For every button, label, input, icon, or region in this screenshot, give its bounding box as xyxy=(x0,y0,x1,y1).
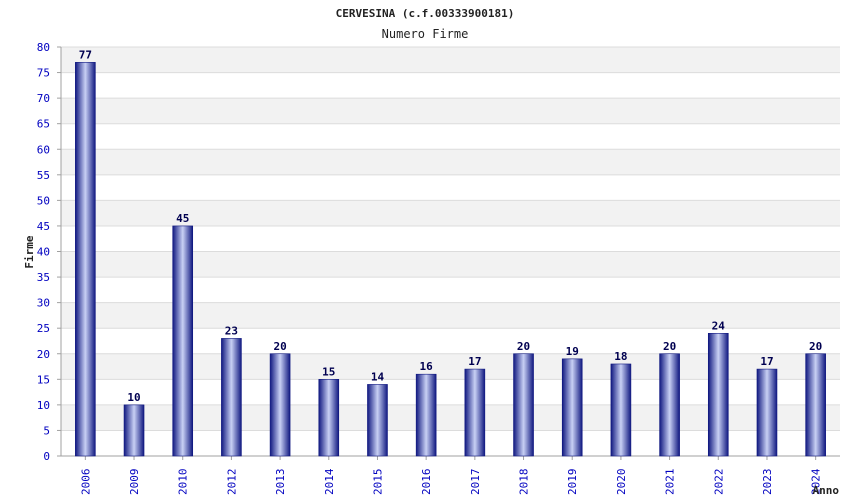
labels: 0 5 10 15 20 25 30 35 40 45 50 55 60 65 70 75 80 77 2006 10… xyxy=(37,41,823,495)
y-tick-label: 5 xyxy=(43,424,50,437)
value-label-2016: 16 xyxy=(420,360,434,373)
x-tick-label-2022: 2022 xyxy=(712,469,725,496)
value-label-2014: 15 xyxy=(322,365,335,378)
x-tick-label-2017: 2017 xyxy=(469,469,482,496)
bar-2022 xyxy=(707,332,729,457)
x-axis-label: Anno xyxy=(813,484,840,497)
value-label-2019: 19 xyxy=(566,345,579,358)
chart-subtitle: Numero Firme xyxy=(382,27,469,41)
x-tick-label-2014: 2014 xyxy=(323,468,336,495)
x-tick-label-2024: 2024 xyxy=(810,468,823,495)
x-tick-label-2018: 2018 xyxy=(518,469,531,496)
value-label-2021: 20 xyxy=(663,340,676,353)
x-tick-label-2019: 2019 xyxy=(566,469,579,496)
x-tick-label-2006: 2006 xyxy=(79,469,92,496)
y-tick-label: 0 xyxy=(43,450,50,463)
x-tick-label-2016: 2016 xyxy=(420,469,433,496)
plot-band xyxy=(61,149,840,175)
chart-title: CERVESINA (c.f.00333900181) xyxy=(336,7,515,20)
plot-band xyxy=(61,200,840,226)
value-label-2022: 24 xyxy=(712,319,726,332)
y-tick-label: 55 xyxy=(37,169,50,182)
plot-band xyxy=(61,123,840,150)
y-tick-label: 70 xyxy=(37,92,50,105)
y-tick-label: 80 xyxy=(37,41,50,54)
bar-2014 xyxy=(318,379,340,457)
value-label-2020: 18 xyxy=(614,350,627,363)
y-tick-label: 20 xyxy=(37,348,50,361)
x-tick-label-2015: 2015 xyxy=(371,469,384,496)
value-label-2006: 77 xyxy=(79,48,92,61)
plot-band xyxy=(61,72,840,99)
bar-2018 xyxy=(513,353,534,457)
bar-2024 xyxy=(805,353,826,457)
value-label-2023: 17 xyxy=(760,355,773,368)
y-tick-label: 25 xyxy=(37,322,50,335)
bar-2019 xyxy=(561,358,583,457)
plot-band xyxy=(61,98,840,124)
value-label-2010: 45 xyxy=(176,212,189,225)
bar-2010 xyxy=(172,225,194,457)
y-tick-label: 10 xyxy=(37,399,50,412)
y-tick-label: 30 xyxy=(37,297,50,310)
y-axis-label: Firme xyxy=(23,235,36,268)
x-tick-label-2023: 2023 xyxy=(761,469,774,496)
bar-2023 xyxy=(756,368,778,457)
value-label-2009: 10 xyxy=(127,391,140,404)
value-label-2013: 20 xyxy=(273,340,286,353)
bar-2013 xyxy=(269,353,291,457)
y-tick-label: 60 xyxy=(37,143,50,156)
x-tick-label-2013: 2013 xyxy=(274,469,287,496)
y-tick-label: 15 xyxy=(37,373,50,386)
bar-2006 xyxy=(75,62,96,457)
bar-2012 xyxy=(221,338,242,457)
x-tick-label-2020: 2020 xyxy=(615,469,628,496)
y-tick-label: 45 xyxy=(37,220,50,233)
plot-band xyxy=(61,174,840,201)
x-tick-label-2012: 2012 xyxy=(225,469,238,496)
plot-band xyxy=(61,47,840,73)
value-label-2017: 17 xyxy=(468,355,481,368)
bar-2020 xyxy=(610,363,632,457)
bar-2021 xyxy=(659,353,680,457)
y-tick-label: 75 xyxy=(37,67,50,80)
bar-2017 xyxy=(464,368,486,457)
x-tick-label-2010: 2010 xyxy=(177,469,190,496)
value-label-2024: 20 xyxy=(809,340,822,353)
x-tick-label-2009: 2009 xyxy=(128,469,141,496)
y-tick-label: 50 xyxy=(37,194,50,207)
value-label-2018: 20 xyxy=(517,340,530,353)
bar-2009 xyxy=(123,404,145,457)
bar-2015 xyxy=(367,384,388,457)
y-tick-label: 40 xyxy=(37,246,50,259)
bars xyxy=(75,62,826,457)
value-label-2012: 23 xyxy=(225,324,238,337)
value-label-2015: 14 xyxy=(371,370,385,383)
x-tick-label-2021: 2021 xyxy=(664,469,677,496)
y-tick-label: 65 xyxy=(37,118,50,131)
bar-2016 xyxy=(415,373,437,457)
y-tick-label: 35 xyxy=(37,271,50,284)
